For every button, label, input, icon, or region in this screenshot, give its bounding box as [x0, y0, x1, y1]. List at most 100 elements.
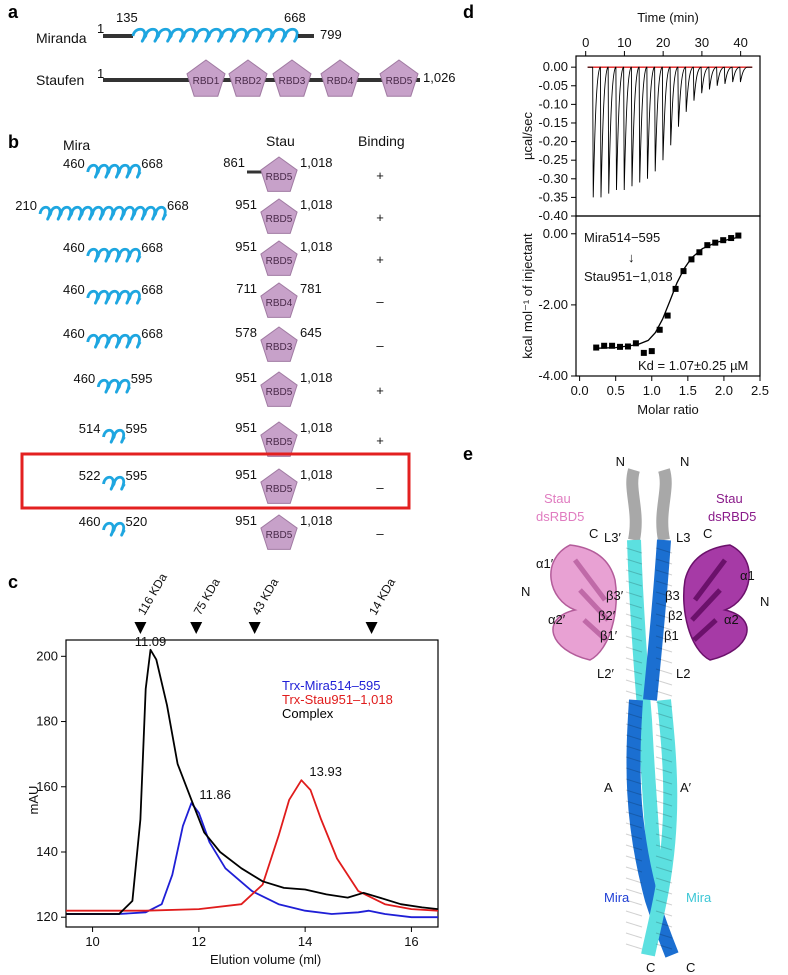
- helix-stripe: [625, 635, 643, 642]
- helix-stripe: [625, 866, 643, 873]
- helix-stripe: [655, 877, 673, 884]
- staufen-rbd1-label: RBD1: [193, 76, 220, 87]
- staufen-end: 1,026: [423, 70, 456, 85]
- itc-bottom-ylabel: kcal mol⁻¹ of injectant: [520, 233, 535, 359]
- struct-mira-left: Mira: [604, 890, 630, 905]
- staufen-rbd4: [320, 59, 360, 97]
- itc-bottom-ytick-label: -2.00: [538, 297, 568, 312]
- itc-top-ylabel: µcal/sec: [520, 112, 535, 160]
- mira-coil: [102, 428, 126, 444]
- mira-n-term-right: [656, 468, 672, 542]
- staufen-name: Staufen: [36, 72, 84, 88]
- mira-coil: [86, 289, 142, 305]
- itc-data-point: [624, 343, 631, 350]
- stau-domain-label: RBD5: [266, 214, 293, 225]
- sec-plot-frame: [65, 639, 439, 928]
- mira-coil: [86, 247, 142, 263]
- mira-start: 460: [63, 240, 85, 255]
- struct-n-right: N: [680, 454, 689, 469]
- itc-annotation-mira: Mira514−595: [584, 230, 660, 245]
- struct-dsrbd5-left: dsRBD5: [536, 509, 584, 524]
- itc-top-ytick-label: -0.10: [538, 96, 568, 111]
- miranda-coiled-coil: [131, 27, 300, 43]
- mira-start: 460: [63, 282, 85, 297]
- struct-stau-right: Stau: [716, 491, 743, 506]
- stau-end: 1,018: [300, 513, 333, 528]
- helix-stripe: [625, 822, 643, 829]
- itc-molar-tick-label: 0.0: [571, 383, 589, 398]
- itc-top-ytick-label: -0.40: [538, 208, 568, 223]
- helix-stripe: [625, 899, 643, 906]
- construct-row-8: 522 595 RBD5 951 1,018 –: [79, 467, 384, 504]
- itc-molar-tick-label: 1.0: [643, 383, 661, 398]
- itc-raw-trace: [587, 66, 753, 198]
- mira-start: 460: [74, 371, 96, 386]
- header-mira: Mira: [63, 137, 90, 153]
- stau-domain: [260, 326, 298, 362]
- helix-stripe: [655, 646, 673, 653]
- itc-data-point: [617, 343, 624, 350]
- mira-start: 460: [63, 156, 85, 171]
- struct-mira-right: Mira: [686, 890, 712, 905]
- helix-stripe: [655, 657, 673, 664]
- stau-start: 951: [235, 370, 257, 385]
- mira-n-term-left: [626, 468, 642, 542]
- itc-top-ytick-label: -0.05: [538, 78, 568, 93]
- itc-data-point: [672, 285, 679, 292]
- stau-domain: [260, 421, 298, 457]
- binding-result: –: [376, 526, 384, 541]
- struct-b3-right: β3: [665, 588, 680, 603]
- itc-time-tick-label: 40: [733, 35, 747, 50]
- miranda-coil-path: [131, 27, 300, 43]
- mw-marker: [190, 622, 203, 634]
- stau-domain: [260, 282, 298, 318]
- helix-stripe: [655, 712, 673, 719]
- sec-xtick-label: 16: [404, 934, 418, 949]
- helix-stripe: [655, 591, 673, 598]
- itc-data-point: [735, 232, 742, 239]
- struct-l2-left: L2′: [597, 666, 614, 681]
- itc-data-point: [704, 242, 711, 249]
- mira-coil: [86, 163, 142, 179]
- construct-row-5: 460 668 RBD3 578 645 –: [63, 325, 384, 362]
- helix-stripe: [625, 547, 643, 554]
- itc-top-ytick-label: 0.00: [543, 59, 568, 74]
- struct-a1-right: α1: [740, 568, 755, 583]
- helix-stripe: [625, 844, 643, 851]
- staufen-domains: RBD1 RBD2 RBD3 RBD4 RBD5: [186, 59, 419, 97]
- sec-legend-entry: Complex: [282, 706, 334, 721]
- structure-figure: N N Stau dsRBD5 Stau dsRBD5 C L3′ L3 C α…: [521, 454, 769, 975]
- itc-data-point: [593, 344, 600, 351]
- mira-helix-cyan-upper: [627, 539, 663, 886]
- itc-bottom-ytick-label: 0.00: [543, 226, 568, 241]
- miranda-diagram: Miranda 1 135 668 799: [36, 10, 342, 46]
- struct-a-right: A′: [680, 780, 692, 795]
- binding-result: +: [376, 433, 384, 448]
- helix-stripe: [625, 646, 643, 653]
- staufen-rbd3-label: RBD3: [279, 76, 306, 87]
- construct-row-1: 460 668 RBD5 861 1,018 +: [63, 155, 384, 192]
- struct-c-right: C: [703, 526, 712, 541]
- sec-series-line: [66, 648, 439, 915]
- itc-data-point: [688, 256, 695, 263]
- staufen-rbd2-label: RBD2: [235, 76, 262, 87]
- itc-kd: Kd = 1.07±0.25 µM: [638, 358, 748, 373]
- stau-end: 1,018: [300, 420, 333, 435]
- stau-domain-label: RBD5: [266, 387, 293, 398]
- stau-domain: [260, 371, 298, 407]
- helix-stripe: [655, 811, 673, 818]
- stau-start: 861: [223, 155, 245, 170]
- binding-result: +: [376, 383, 384, 398]
- mira-helix-blue-upper: [643, 539, 671, 701]
- staufen-rbd1: [186, 59, 226, 97]
- itc-data-point: [648, 348, 655, 355]
- stau-domain-label: RBD5: [266, 484, 293, 495]
- helix-stripe: [625, 624, 643, 631]
- stau-end: 1,018: [300, 197, 333, 212]
- staufen-rbd5-label: RBD5: [386, 76, 413, 87]
- helix-stripe: [655, 855, 673, 862]
- itc-annotation-stau: Stau951−1,018: [584, 269, 673, 284]
- struct-b1-right: β1: [664, 628, 679, 643]
- mw-marker-label: 75 KDa: [191, 576, 223, 618]
